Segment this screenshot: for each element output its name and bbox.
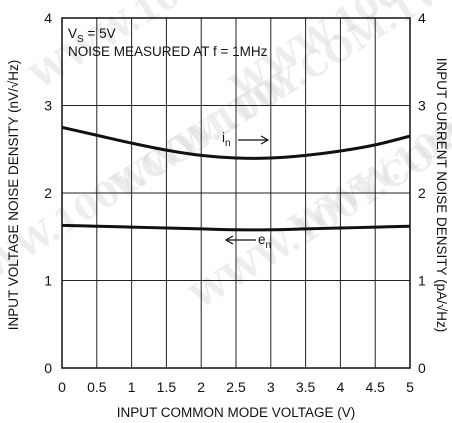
noise-condition-label: NOISE MEASURED AT f = 1MHz bbox=[68, 44, 268, 59]
series-line-in bbox=[61, 125, 411, 160]
series-line-en bbox=[61, 223, 411, 232]
y-left-axis-title: INPUT VOLTAGE NOISE DENSITY (nV/√Hz) bbox=[6, 60, 21, 330]
x-tick-labels: 0 0.5 1 1.5 2 2.5 3 3.5 4 4.5 5 bbox=[58, 379, 414, 395]
plot-frame bbox=[61, 17, 411, 369]
x-tick-label: 1 bbox=[128, 379, 136, 395]
series-label-en: en bbox=[258, 232, 271, 251]
y-left-tick-label: 2 bbox=[44, 185, 52, 201]
series-lines bbox=[61, 125, 411, 232]
y-left-tick-label: 1 bbox=[44, 273, 52, 289]
series-label-in: in bbox=[222, 130, 231, 149]
y-left-tick-label: 0 bbox=[44, 360, 52, 376]
x-tick-label: 2 bbox=[197, 379, 205, 395]
y-right-tick-label: 0 bbox=[418, 360, 426, 376]
x-tick-label: 3 bbox=[267, 379, 275, 395]
arrow-right-icon bbox=[238, 135, 270, 145]
x-tick-label: 2.5 bbox=[226, 379, 246, 395]
y-right-tick-labels: 0 1 2 3 4 bbox=[418, 10, 426, 376]
y-left-tick-labels: 0 1 2 3 4 bbox=[44, 10, 52, 376]
x-tick-label: 1.5 bbox=[157, 379, 177, 395]
y-right-tick-label: 1 bbox=[418, 273, 426, 289]
y-right-tick-label: 4 bbox=[418, 10, 426, 26]
x-tick-label: 0.5 bbox=[87, 379, 107, 395]
supply-voltage-label: VS = 5V bbox=[68, 26, 116, 45]
x-tick-label: 5 bbox=[406, 379, 414, 395]
grid-lines bbox=[62, 18, 410, 368]
y-right-tick-label: 3 bbox=[418, 98, 426, 114]
x-tick-label: 0 bbox=[58, 379, 66, 395]
x-axis-title: INPUT COMMON MODE VOLTAGE (V) bbox=[117, 405, 356, 420]
arrow-left-icon bbox=[224, 235, 256, 245]
x-tick-label: 3.5 bbox=[296, 379, 316, 395]
y-left-tick-label: 4 bbox=[44, 10, 52, 26]
y-right-axis-title: INPUT CURRENT NOISE DENSITY (pA/√Hz) bbox=[434, 58, 449, 332]
y-left-tick-label: 3 bbox=[44, 98, 52, 114]
x-tick-label: 4.5 bbox=[365, 379, 385, 395]
x-tick-label: 4 bbox=[337, 379, 345, 395]
y-right-tick-label: 2 bbox=[418, 185, 426, 201]
